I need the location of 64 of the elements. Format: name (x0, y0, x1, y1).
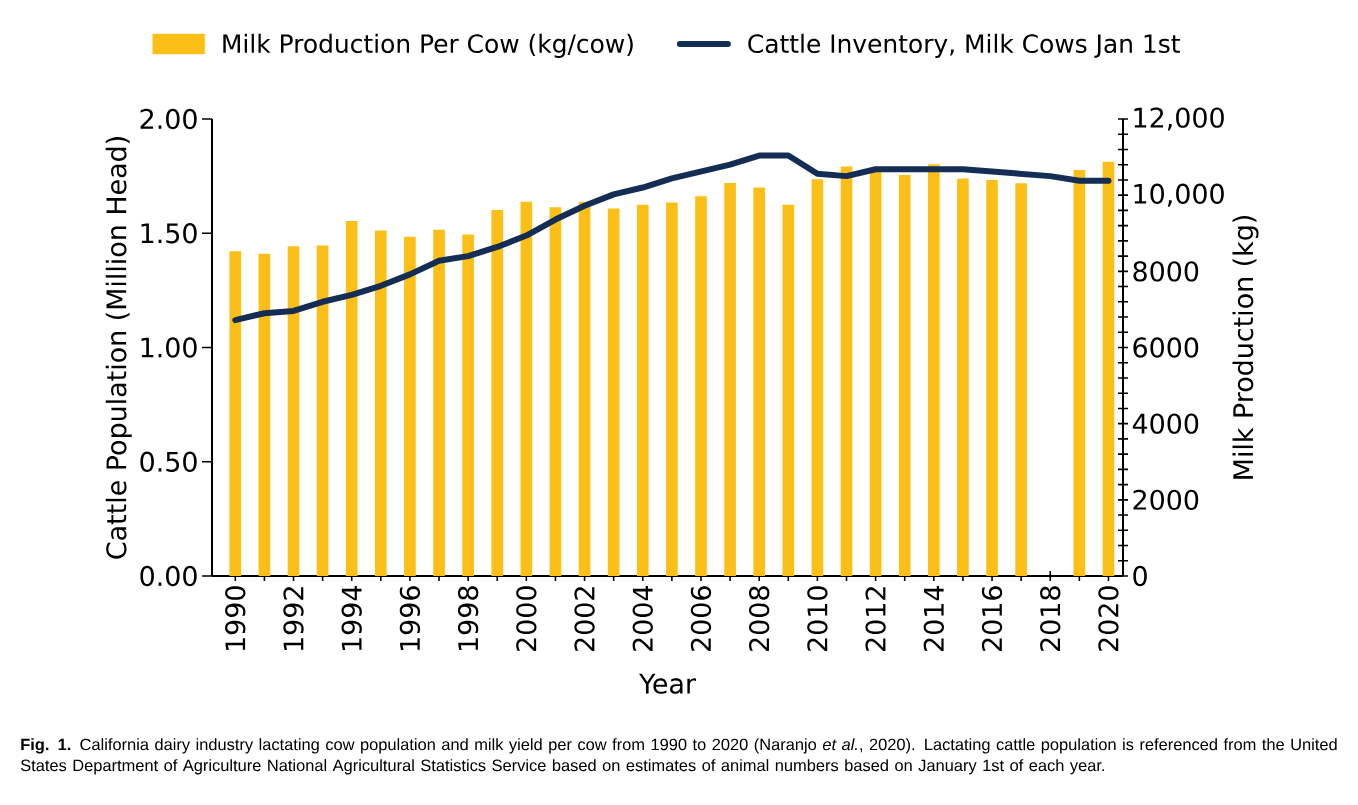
x-axis-title: Year (638, 673, 697, 694)
bar (433, 229, 445, 576)
bar (462, 234, 474, 576)
x-tick-label: 2000 (516, 586, 537, 652)
bar (316, 245, 329, 576)
y-tick-label: 0.00 (140, 565, 197, 587)
x-tick-label: 2002 (574, 587, 595, 652)
bar (695, 196, 707, 576)
y2-tick-label: 10,000 (1134, 183, 1224, 207)
bar (1015, 183, 1027, 576)
bar (404, 236, 416, 576)
bar (578, 201, 591, 576)
bar (520, 201, 533, 576)
y-tick-label: 1.00 (141, 337, 197, 358)
y2-tick-label: 8000 (1133, 261, 1199, 282)
bar (345, 221, 358, 576)
x-tick-label: 1990 (225, 586, 246, 651)
x-tick-label: 2006 (690, 586, 712, 652)
x-tick-label: 2010 (807, 586, 828, 652)
text: Fig. 1. California dairy industry lactating cow population and milk yield per cow from 1990 to 2020 (Naranjo et al., 2020). Lactating cattle population is referenced from the United States Department of Agriculture National Agricultural Statistics Service based on estimates of animal numbers based on January 1st of each year. (20, 738, 1337, 775)
bar (753, 187, 766, 576)
bar (666, 202, 678, 576)
y2-tick-label: 0 (1133, 565, 1147, 587)
legend-label: Milk Production Per Cow (kg/cow) (223, 33, 633, 58)
bar (287, 246, 300, 576)
bar (491, 210, 504, 576)
bar (636, 204, 649, 576)
x-tick-label: 2016 (981, 586, 1003, 652)
bar (258, 253, 271, 576)
y2-tick-label: 12,000 (1134, 107, 1224, 131)
x-tick-label: 1996 (399, 586, 421, 651)
x-tick-label: 2004 (632, 586, 653, 652)
x-tick-label: 2008 (749, 586, 770, 652)
bar (840, 166, 853, 576)
x-tick-label: 2020 (1098, 586, 1119, 652)
y-axis-title: Cattle Population (Million Head) (105, 137, 132, 559)
y2-tick-label: 6000 (1133, 337, 1199, 358)
bar (869, 169, 882, 576)
bar (928, 164, 940, 576)
bar (1073, 170, 1086, 576)
x-tick-label: 2014 (923, 586, 944, 652)
x-tick-label: 2018 (1040, 586, 1061, 652)
bar (898, 174, 911, 576)
bar (549, 207, 562, 576)
bar (986, 179, 998, 576)
y2-axis-title: Milk Production (kg) (1232, 215, 1259, 479)
bar (1102, 161, 1115, 576)
bar (724, 182, 736, 576)
x-tick-label: 2012 (865, 587, 886, 652)
bar (782, 204, 795, 576)
bar (229, 251, 242, 576)
x-tick-label: 1998 (457, 586, 479, 651)
y-tick-label: 2.00 (140, 108, 197, 130)
x-tick-label: 1994 (341, 586, 362, 651)
y2-tick-label: 4000 (1132, 413, 1199, 434)
bar (957, 178, 969, 576)
bar (811, 179, 824, 576)
legend-label: Cattle Inventory, Milk Cows Jan 1st (748, 33, 1180, 58)
y-tick-label: 0.50 (140, 451, 197, 472)
y-tick-label: 1.50 (141, 223, 197, 244)
y2-tick-label: 2000 (1133, 489, 1199, 510)
x-tick-label: 1992 (283, 587, 304, 651)
bar (607, 208, 620, 576)
bar (375, 230, 387, 576)
